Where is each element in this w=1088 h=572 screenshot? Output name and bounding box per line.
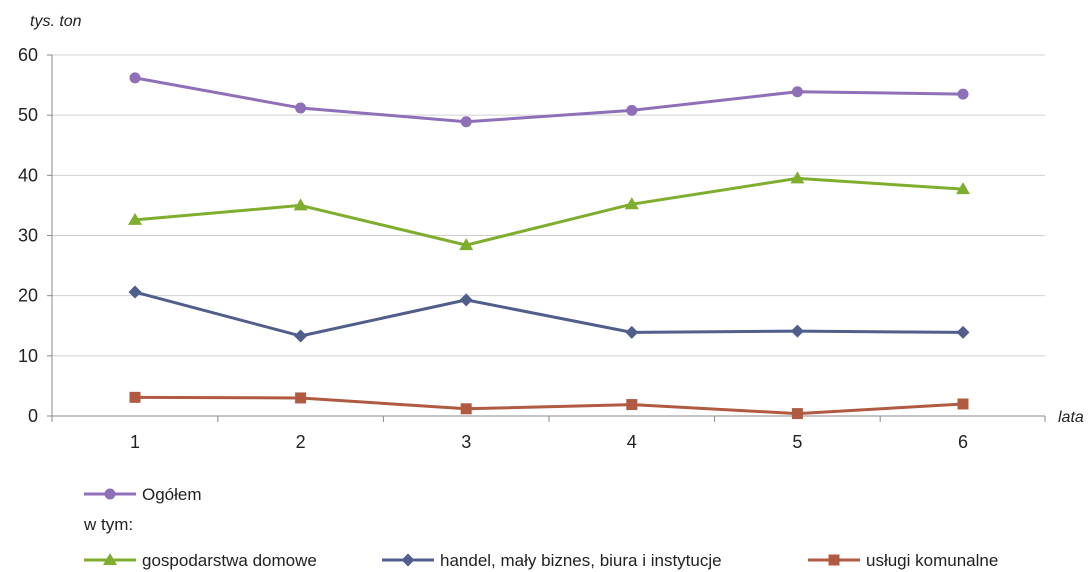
data-point-marker: [956, 182, 970, 195]
y-tick-label: 40: [18, 165, 38, 185]
y-tick-label: 60: [18, 45, 38, 65]
legend-item: Ogółem: [84, 485, 202, 504]
data-point-marker: [129, 72, 141, 84]
data-point-marker: [293, 198, 308, 211]
y-axis-label: tys. ton: [30, 13, 82, 30]
data-point-marker: [624, 197, 639, 210]
data-point-marker: [791, 408, 803, 420]
data-point-marker: [828, 554, 840, 566]
series-line: [134, 76, 964, 124]
y-tick-labels: 0 10 20 30 40 50 60: [18, 45, 38, 426]
data-point-marker: [956, 325, 970, 339]
data-point-marker: [104, 488, 116, 500]
x-axis-label: lata: [1058, 409, 1084, 426]
legend-subheading: w tym:: [83, 515, 133, 534]
legend-label: handel, mały biznes, biura i instytucje: [440, 551, 722, 570]
data-point-marker: [625, 325, 639, 339]
legend-label: Ogółem: [142, 485, 202, 504]
x-tick-label: 3: [461, 432, 471, 452]
x-tick-label: 4: [627, 432, 637, 452]
data-point-marker: [460, 116, 472, 128]
y-tick-label: 50: [18, 105, 38, 125]
data-point-marker: [626, 104, 638, 116]
legend-label: usługi komunalne: [866, 551, 998, 570]
series-line: [134, 176, 964, 247]
data-point-marker: [294, 329, 308, 343]
series-gospodarstwa-domowe: [128, 171, 970, 251]
legend-label: gospodarstwa domowe: [142, 551, 317, 570]
data-point-marker: [459, 293, 473, 307]
y-tick-label: 10: [18, 346, 38, 366]
data-point-marker: [295, 392, 307, 404]
data-point-marker: [957, 88, 969, 100]
series-handel-mały-biznes-biura-i-instytucje: [128, 285, 970, 343]
data-point-marker: [128, 212, 142, 225]
data-point-marker: [459, 238, 474, 251]
x-tick-label: 1: [130, 432, 140, 452]
data-point-marker: [790, 324, 804, 338]
y-tick-label: 30: [18, 226, 38, 246]
legend-item: gospodarstwa domowe: [84, 551, 317, 570]
data-point-marker: [128, 285, 142, 299]
y-tick-label: 20: [18, 286, 38, 306]
data-point-marker: [626, 399, 638, 411]
data-point-marker: [401, 553, 415, 567]
x-tick-label: 6: [958, 432, 968, 452]
x-tick-label: 2: [296, 432, 306, 452]
legend-item: handel, mały biznes, biura i instytucje: [382, 551, 722, 570]
x-tick-labels: 1 2 3 4 5 6: [130, 432, 968, 452]
axes: [47, 54, 1046, 422]
series-layer: [128, 72, 970, 420]
data-point-marker: [790, 171, 805, 184]
series-ogółem: [129, 72, 969, 128]
data-point-marker: [791, 86, 803, 98]
data-point-marker: [295, 102, 307, 114]
series-line: [134, 290, 964, 338]
data-point-marker: [129, 391, 141, 403]
legend: w tym: Ogółem gospodarstwa domowe handel, …: [83, 485, 998, 570]
data-point-marker: [957, 398, 969, 410]
y-tick-label: 0: [28, 406, 38, 426]
series-line: [134, 395, 964, 416]
legend-item: usługi komunalne: [808, 551, 998, 570]
x-tick-label: 5: [792, 432, 802, 452]
series-usługi-komunalne: [129, 391, 969, 420]
data-point-marker: [103, 553, 117, 565]
data-point-marker: [460, 403, 472, 415]
